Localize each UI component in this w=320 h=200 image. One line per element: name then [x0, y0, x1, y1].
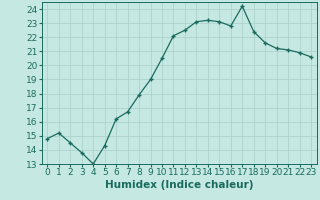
X-axis label: Humidex (Indice chaleur): Humidex (Indice chaleur) — [105, 180, 253, 190]
